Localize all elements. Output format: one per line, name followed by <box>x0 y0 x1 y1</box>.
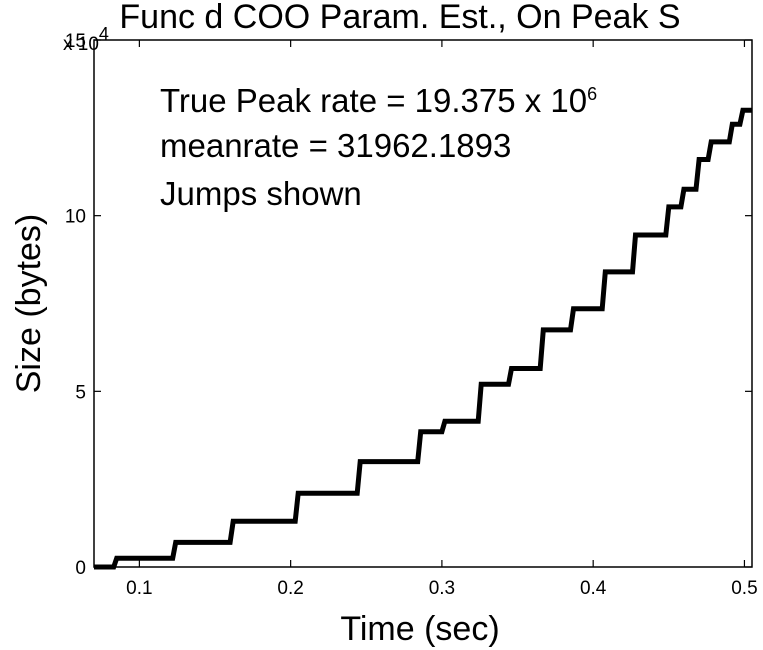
y-multiplier-exponent: 4 <box>99 24 109 44</box>
y-tick-label: 15 <box>65 31 86 52</box>
x-tick-label: 0.5 <box>731 578 757 599</box>
x-tick-label: 0.4 <box>580 578 607 599</box>
x-tick-label: 0.1 <box>126 578 152 599</box>
annotation-jumps: Jumps shown <box>160 175 362 212</box>
annotation-peak-rate-text: True Peak rate = 19.375 x 10 <box>160 82 587 119</box>
series-line <box>94 107 752 570</box>
x-tick-label: 0.2 <box>277 578 303 599</box>
y-tick-label: 5 <box>75 382 86 403</box>
y-multiplier-label: x 104 <box>63 24 109 55</box>
annotation-peak-rate: True Peak rate = 19.375 x 106 <box>160 82 597 119</box>
y-multiplier-base: x 10 <box>63 34 99 55</box>
plot-area: 0.1 0.2 0.3 0.4 0.5 0 5 10 15 <box>65 31 758 599</box>
x-tick-label: 0.3 <box>429 578 455 599</box>
y-axis-label: Size (bytes) <box>10 214 48 394</box>
y-tick-label: 10 <box>65 207 86 228</box>
annotation-peak-rate-exponent: 6 <box>587 84 597 104</box>
y-tick-label: 0 <box>75 558 86 579</box>
axes-box <box>93 39 753 568</box>
chart-title: Func d COO Param. Est., On Peak S <box>119 0 680 36</box>
annotation-meanrate: meanrate = 31962.1893 <box>160 127 511 164</box>
x-axis-label: Time (sec) <box>340 610 499 648</box>
